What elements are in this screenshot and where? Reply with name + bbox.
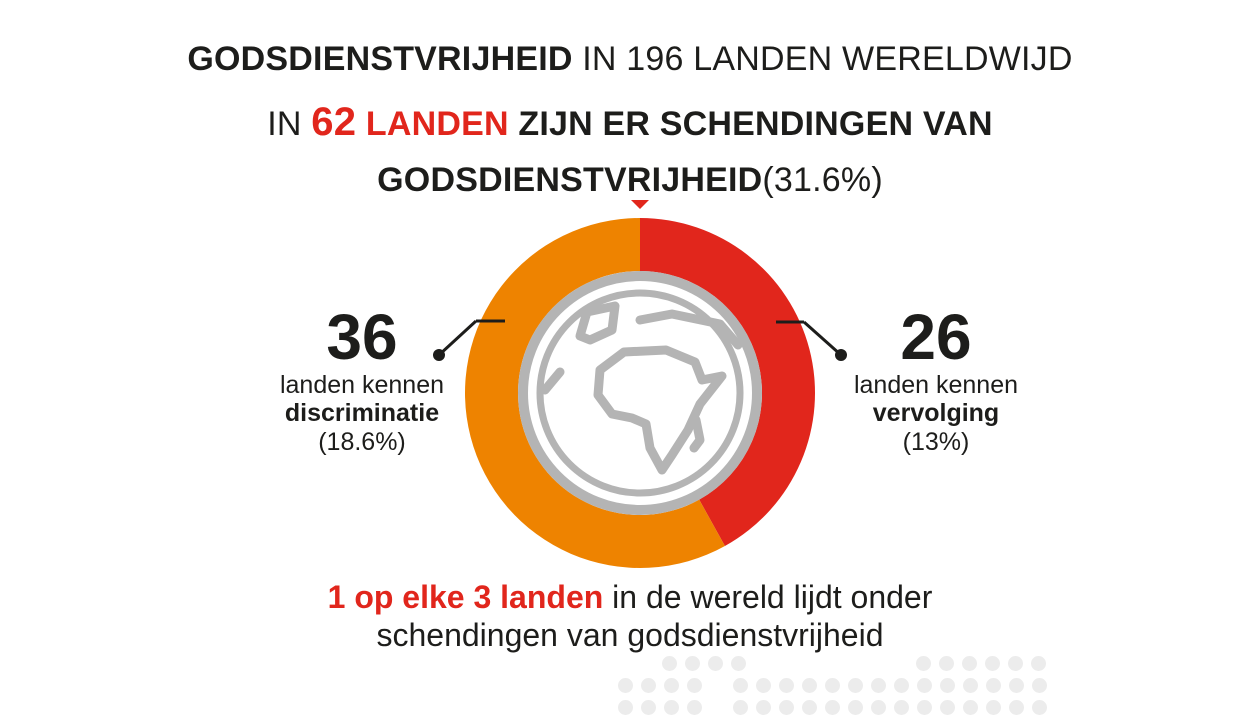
- title-line-2: IN 62 LANDEN ZIJN ER SCHENDINGEN VAN: [0, 100, 1260, 145]
- decorative-dot: [779, 700, 794, 715]
- connector-right-dot: [835, 349, 847, 361]
- decorative-dot: [664, 678, 679, 693]
- decorative-dot: [825, 678, 840, 693]
- violations-landen: LANDEN: [356, 105, 509, 143]
- slice-vervolging: [640, 218, 816, 547]
- decorative-dot: [1008, 656, 1023, 671]
- decorative-dot: [848, 678, 863, 693]
- decorative-dot: [687, 700, 702, 715]
- decorative-dot: [802, 700, 817, 715]
- decorative-dot: [1032, 700, 1047, 715]
- decorative-dot: [779, 678, 794, 693]
- decorative-dot: [916, 656, 931, 671]
- title-in: IN: [267, 105, 312, 143]
- decorative-dot: [685, 656, 700, 671]
- stat-vervolging-percent: (13%): [902, 427, 970, 456]
- title-rest: IN 196 LANDEN WERELDWIJD: [572, 40, 1073, 78]
- title-keyword: GODSDIENSTVRIJHEID: [187, 40, 573, 78]
- stat-vervolging-number: 26: [900, 301, 972, 373]
- connector-left-diagonal: [437, 319, 478, 357]
- stat-discriminatie-percent: (18.6%): [318, 427, 406, 456]
- decorative-dot: [802, 678, 817, 693]
- decorative-dot: [641, 700, 656, 715]
- decorative-dot: [871, 700, 886, 715]
- decorative-dot: [618, 678, 633, 693]
- decorative-dot: [756, 700, 771, 715]
- decorative-dot: [962, 656, 977, 671]
- decorative-dot: [894, 700, 909, 715]
- decorative-dot: [986, 678, 1001, 693]
- stat-vervolging-label: landen kennen: [853, 371, 1019, 399]
- decorative-dot: [1031, 656, 1046, 671]
- decorative-dots: [610, 652, 1060, 715]
- decorative-dot: [940, 700, 955, 715]
- decorative-dot: [662, 656, 677, 671]
- decorative-dot: [963, 700, 978, 715]
- decorative-dot: [687, 678, 702, 693]
- violations-count: 62: [311, 100, 357, 144]
- slice-discriminatie: [465, 218, 725, 568]
- title-keyword-2: GODSDIENSTVRIJHEID: [377, 161, 763, 199]
- footer-text: 1 op elke 3 landen in de wereld lijdt on…: [0, 578, 1260, 655]
- decorative-dot: [917, 700, 932, 715]
- decorative-dot: [985, 656, 1000, 671]
- decorative-dot: [708, 656, 723, 671]
- footer-highlight: 1 op elke 3 landen: [327, 579, 604, 615]
- decorative-dot: [1032, 678, 1047, 693]
- decorative-dot: [1009, 700, 1024, 715]
- decorative-dot: [756, 678, 771, 693]
- donut-slices: [465, 218, 816, 568]
- decorative-dot: [917, 678, 932, 693]
- decorative-dot: [731, 656, 746, 671]
- stat-discriminatie-number: 36: [326, 301, 398, 373]
- title-line-3: GODSDIENSTVRIJHEID(31.6%): [0, 161, 1260, 200]
- footer-line-1: 1 op elke 3 landen in de wereld lijdt on…: [0, 578, 1260, 616]
- title-violations-text: ZIJN ER SCHENDINGEN VAN: [508, 105, 993, 143]
- decorative-dot: [664, 700, 679, 715]
- decorative-dot: [733, 678, 748, 693]
- stat-discriminatie-category: discriminatie: [284, 399, 440, 428]
- title-line-1: GODSDIENSTVRIJHEID IN 196 LANDEN WERELDW…: [0, 40, 1260, 79]
- violations-percent: (31.6%): [762, 161, 883, 199]
- stat-discriminatie-label: landen kennen: [279, 371, 445, 399]
- decorative-dot: [1009, 678, 1024, 693]
- decorative-dot: [848, 700, 863, 715]
- decorative-dot: [939, 656, 954, 671]
- decorative-dot: [871, 678, 886, 693]
- connector-right-diagonal: [803, 320, 842, 357]
- decorative-dot: [641, 678, 656, 693]
- footer-rest: in de wereld lijdt onder: [603, 579, 933, 615]
- stat-vervolging-category: vervolging: [872, 399, 1000, 428]
- stat-discriminatie: 36 landen kennen discriminatie (18.6%): [262, 305, 462, 456]
- decorative-dot: [940, 678, 955, 693]
- globe-icon: [518, 271, 762, 515]
- connector-left-dot: [433, 349, 445, 361]
- decorative-dot: [963, 678, 978, 693]
- decorative-dot: [618, 700, 633, 715]
- decorative-dot: [894, 678, 909, 693]
- pointer-marker: [631, 200, 649, 209]
- decorative-dot: [986, 700, 1001, 715]
- decorative-dot: [733, 700, 748, 715]
- footer-line-2: schendingen van godsdienstvrijheid: [376, 617, 884, 654]
- decorative-dot: [825, 700, 840, 715]
- stat-vervolging: 26 landen kennen vervolging (13%): [825, 305, 1047, 456]
